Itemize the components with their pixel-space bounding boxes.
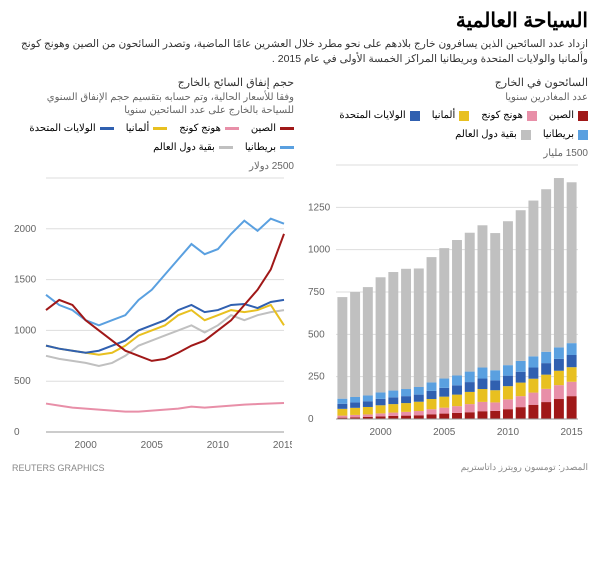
legend-item: الصين: [251, 123, 294, 134]
bar-chart-svg: 0 250 500 750 1000 1250 2000 2005 2010 2015: [306, 161, 586, 441]
legend-item: بقية دول العالم: [153, 142, 233, 153]
right-legend: الصين هونج كونج ألمانيا الولايات المتحدة بري…: [306, 110, 588, 140]
right-chart-title: السائحون في الخارج: [306, 76, 588, 89]
legend-item: ألمانيا: [432, 110, 470, 121]
spending-chart: حجم إنفاق السائح بالخارج وفقا للأسعار ال…: [12, 76, 294, 454]
svg-text:2000: 2000: [75, 440, 98, 451]
svg-text:2015: 2015: [273, 440, 292, 451]
legend-item: ألمانيا: [126, 123, 168, 134]
svg-text:2010: 2010: [207, 440, 230, 451]
svg-text:0: 0: [308, 414, 314, 425]
right-chart-sub: عدد المغادرين سنويا: [306, 91, 588, 104]
left-ylabel: 2500 دولار: [12, 161, 294, 172]
svg-text:2005: 2005: [141, 440, 164, 451]
svg-text:2000: 2000: [14, 224, 37, 235]
svg-text:2015: 2015: [561, 427, 584, 438]
legend-item: الولايات المتحدة: [29, 123, 113, 134]
legend-item: بريطانيا: [245, 142, 294, 153]
svg-text:1250: 1250: [308, 203, 331, 214]
left-chart-sub: وفقا للأسعار الحالية، وتم حسابه بتقسيم ح…: [12, 91, 294, 117]
svg-text:500: 500: [308, 330, 325, 341]
legend-item: الصين: [549, 110, 588, 121]
description: ازداد عدد السائحين الذين يسافرون خارج بل…: [12, 37, 588, 66]
left-legend: الصين هونج كونج ألمانيا الولايات المتحدة بري…: [12, 123, 294, 153]
legend-item: بريطانيا: [543, 129, 588, 140]
svg-text:2005: 2005: [433, 427, 456, 438]
data-source: المصدر: تومسون رويترز داتاستريم: [461, 462, 588, 473]
svg-text:0: 0: [14, 427, 20, 438]
svg-text:2010: 2010: [497, 427, 520, 438]
svg-text:500: 500: [14, 377, 31, 388]
legend-item: هونج كونج: [481, 110, 537, 121]
legend-item: الولايات المتحدة: [339, 110, 419, 121]
left-chart-title: حجم إنفاق السائح بالخارج: [12, 76, 294, 89]
svg-text:250: 250: [308, 372, 325, 383]
svg-text:1000: 1000: [308, 245, 331, 256]
svg-text:1000: 1000: [14, 326, 37, 337]
travelers-chart: السائحون في الخارج عدد المغادرين سنويا ا…: [306, 76, 588, 454]
svg-text:750: 750: [308, 287, 325, 298]
reuters-credit: REUTERS GRAPHICS: [12, 463, 105, 473]
legend-item: هونج كونج: [179, 123, 239, 134]
line-chart-svg: 0 500 1000 1500 2000 2000 2005 2010 2015: [12, 174, 292, 454]
svg-text:1500: 1500: [14, 275, 37, 286]
main-title: السياحة العالمية: [12, 8, 588, 33]
legend-item: بقية دول العالم: [455, 129, 531, 140]
right-ylabel: 1500 مليار: [306, 148, 588, 159]
svg-text:2000: 2000: [369, 427, 392, 438]
